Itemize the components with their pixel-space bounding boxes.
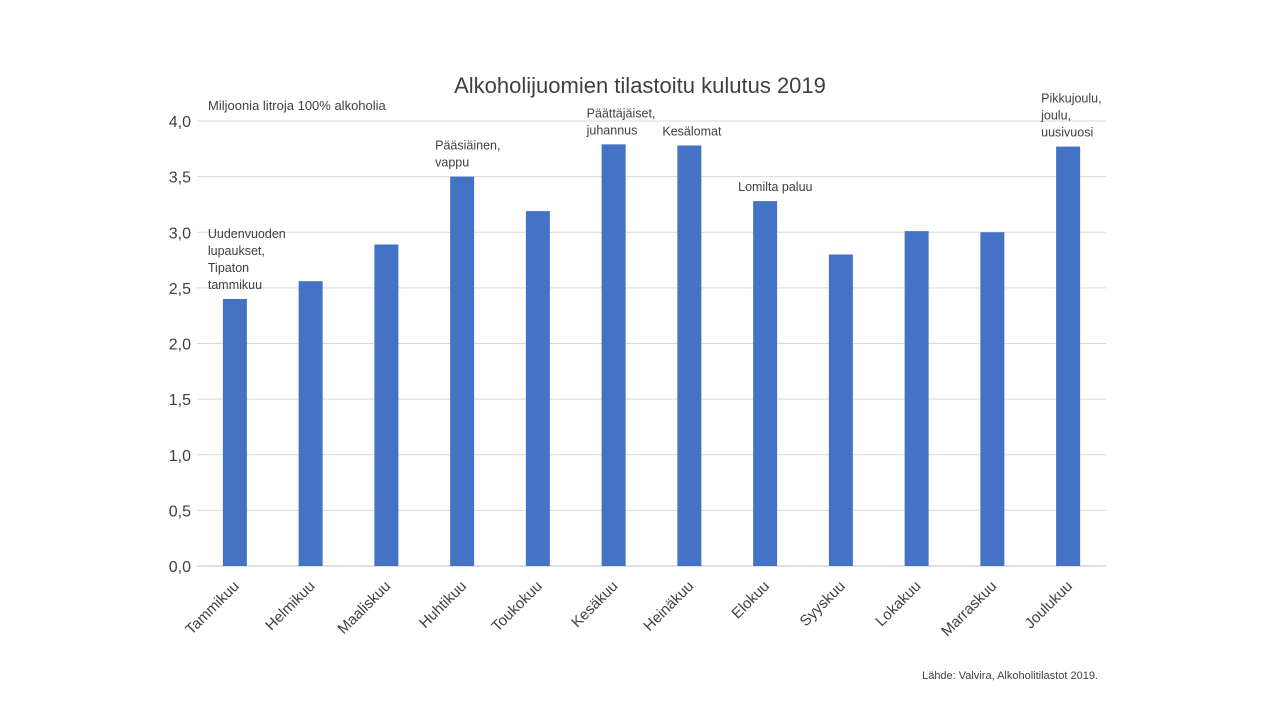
annotation-joulukuu: Pikkujoulu, joulu, uusivuosi [1040,92,1101,140]
gridlines [197,120,1106,567]
x-category-label: Helmikuu [262,578,318,634]
x-category-label: Lokakuu [872,578,924,630]
y-tick-label: 0,0 [169,559,191,576]
x-category-label: Maaliskuu [334,578,394,638]
annotations: Uudenvuoden lupaukset, Tipaton tammikuu Pääs… [208,92,1102,292]
y-tick-label: 1,5 [169,392,191,409]
x-category-label: Tammikuu [182,578,242,638]
bar-elokuu [753,201,778,566]
bar-tammikuu [222,299,247,566]
y-tick-label: 2,0 [169,337,191,354]
x-category-label: Heinäkuu [640,578,697,635]
x-category-label: Huhtikuu [416,578,470,632]
y-axis-ticks: 0,0 0,5 1,0 1,5 2,0 2,5 3,0 3,5 4,0 [169,114,191,576]
x-category-label: Kesäkuu [568,578,621,631]
bar-maaliskuu [374,244,399,567]
source-note: Lähde: Valvira, Alkoholitilastot 2019. [922,670,1098,682]
bar-helmikuu [298,281,323,566]
bars [222,144,1081,567]
x-category-label: Elokuu [728,578,772,622]
y-axis-unit-label: Miljoonia litroja 100% alkoholia [208,98,387,113]
bar-marraskuu [980,232,1005,566]
bar-kesäkuu [601,144,626,567]
bar-joulukuu [1056,146,1081,566]
x-category-label: Toukokuu [488,578,545,635]
x-category-label: Syyskuu [797,578,849,630]
bar-toukokuu [525,211,550,567]
x-category-label: Joulukuu [1021,578,1075,632]
y-tick-label: 4,0 [169,114,191,131]
bar-heinäkuu [677,145,702,566]
annotation-huhtikuu: Pääsiäinen, vappu [435,139,500,170]
bar-syyskuu [828,254,853,566]
y-tick-label: 0,5 [169,503,191,520]
bar-lokakuu [904,231,929,566]
x-axis-categories: Tammikuu Helmikuu Maaliskuu Huhtikuu Toukoku… [182,578,1076,640]
y-tick-label: 2,5 [169,281,191,298]
x-category-label: Marraskuu [938,578,1000,640]
annotation-tammikuu: Uudenvuoden lupaukset, Tipaton tammikuu [208,227,286,292]
y-tick-label: 3,0 [169,225,191,242]
annotation-kesäkuu: Päättäjäiset, juhannus [586,106,656,137]
bar-huhtikuu [450,176,475,566]
chart-title: Alkoholijuomien tilastoitu kulutus 2019 [454,73,826,98]
annotation-elokuu: Lomilta paluu [738,180,812,194]
y-tick-label: 3,5 [169,170,191,187]
annotation-heinäkuu: Kesälomat [662,124,722,138]
y-tick-label: 1,0 [169,448,191,465]
